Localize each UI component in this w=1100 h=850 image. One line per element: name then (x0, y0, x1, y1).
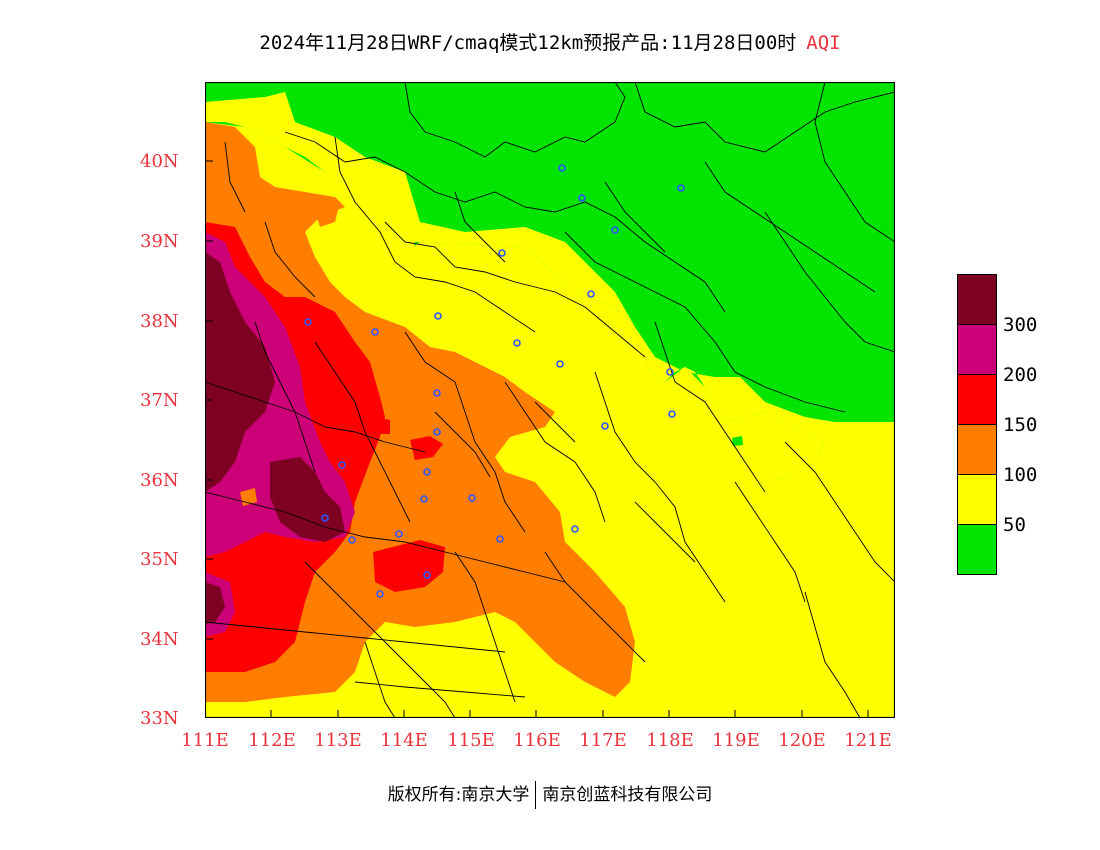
legend-swatch-good (957, 524, 997, 575)
lon-tick-117: 117E (579, 730, 627, 751)
title-variable: AQI (806, 32, 841, 54)
aqi-zone-hazardous (205, 252, 275, 492)
legend-swatch-unhealthy (957, 374, 997, 425)
legend-swatch-very-unhealthy (957, 324, 997, 375)
footer-left: 版权所有:南京大学 (387, 785, 530, 805)
lat-tick-34: 34N (140, 629, 179, 650)
lon-tick-119: 119E (712, 730, 760, 751)
lon-tick-113: 113E (314, 730, 362, 751)
legend-label-200: 200 (1003, 364, 1038, 386)
legend-label-50: 50 (1003, 514, 1026, 536)
lat-tick-37: 37N (140, 390, 179, 411)
lat-tick-39: 39N (140, 231, 179, 252)
legend-label-100: 100 (1003, 464, 1038, 486)
legend-swatch-sensitive (957, 424, 997, 475)
footer-right: 南京创蓝科技有限公司 (542, 785, 713, 805)
lon-tick-116: 116E (513, 730, 561, 751)
lat-tick-35: 35N (140, 549, 179, 570)
lat-tick-40: 40N (140, 151, 179, 172)
map-title: 2024年11月28日WRF/cmaq模式12km预报产品:11月28日00时 A… (0, 28, 1100, 55)
legend-swatch-moderate (957, 474, 997, 525)
legend-label-300: 300 (1003, 314, 1038, 336)
lon-tick-121: 121E (844, 730, 892, 751)
lon-tick-114: 114E (380, 730, 428, 751)
lon-tick-120: 120E (778, 730, 826, 751)
aqi-zone-very-unhealthy (205, 232, 355, 557)
lon-tick-115: 115E (447, 730, 495, 751)
title-main: 2024年11月28日WRF/cmaq模式12km预报产品:11月28日00时 (259, 32, 797, 54)
lon-tick-111: 111E (181, 730, 229, 751)
lat-tick-33: 33N (140, 708, 179, 729)
admin-boundaries (205, 82, 895, 718)
footer-separator (535, 781, 537, 809)
lat-tick-36: 36N (140, 470, 179, 491)
aqi-map (205, 82, 895, 718)
lon-tick-112: 112E (248, 730, 296, 751)
axis-ticks (205, 160, 869, 718)
legend-label-150: 150 (1003, 414, 1038, 436)
lon-tick-118: 118E (646, 730, 694, 751)
city-markers (304, 164, 685, 598)
lat-tick-38: 38N (140, 311, 179, 332)
legend-swatch-hazardous (957, 274, 997, 325)
aqi-legend (957, 274, 997, 575)
copyright-footer: 版权所有:南京大学 南京创蓝科技有限公司 (0, 780, 1100, 809)
